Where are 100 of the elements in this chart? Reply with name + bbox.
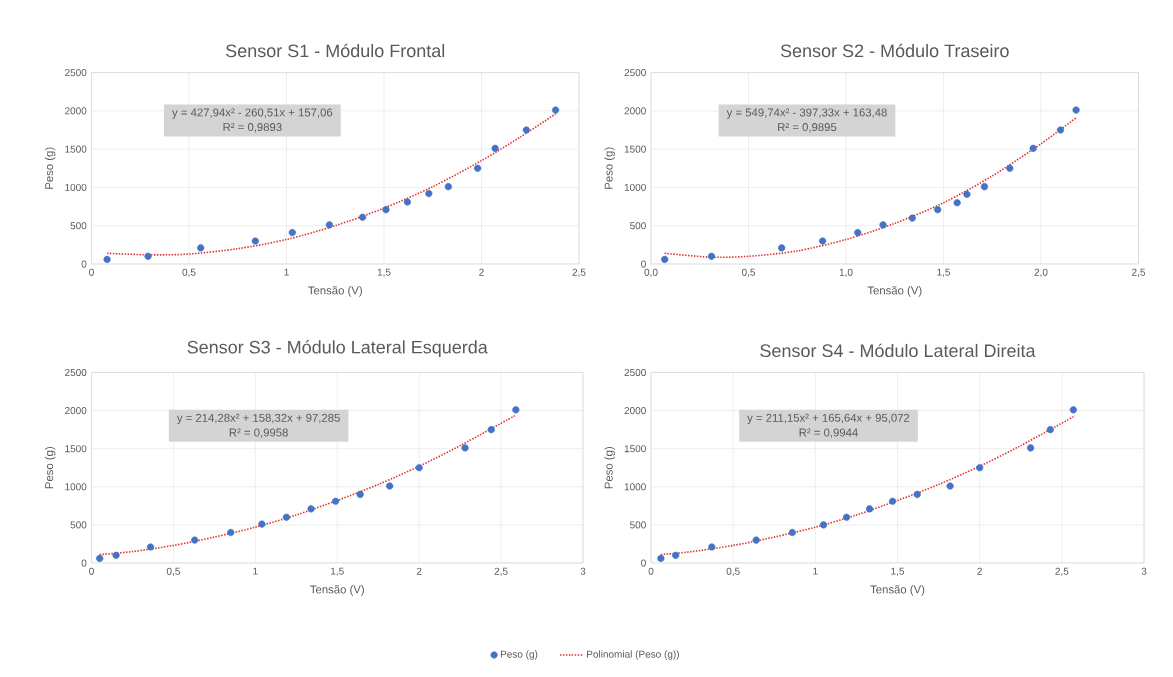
legend-label: Polinomial (Peso (g))	[587, 650, 679, 660]
x-tick-label: 0	[648, 567, 654, 575]
annotation: R² = 0,9958	[229, 428, 288, 438]
chart-title: Sensor S3 - Módulo Lateral Esquerda	[187, 340, 488, 358]
y-tick-label: 2500	[65, 69, 87, 77]
chart-title: Sensor S4 - Módulo Lateral Direita	[760, 343, 1036, 358]
y-tick-label: 2500	[624, 368, 646, 377]
point	[913, 490, 921, 499]
point	[415, 464, 423, 472]
y-axis-title: Peso (g)	[604, 447, 615, 489]
x-tick-label: 0,5	[741, 268, 756, 277]
annotation: R² = 0,9895	[778, 123, 837, 133]
x-axis-title: Tensão (V)	[870, 585, 925, 596]
point	[474, 164, 482, 172]
chart-title: Sensor S2 - Módulo Traseiro	[780, 43, 1009, 58]
point	[865, 505, 874, 513]
y-tick-label: 0	[641, 260, 646, 268]
point	[752, 536, 760, 544]
point	[778, 244, 786, 252]
point	[1029, 144, 1037, 152]
annotation: R² = 0,9944	[799, 428, 858, 438]
x-tick-label: 0,5	[182, 268, 196, 277]
point	[888, 497, 897, 505]
x-tick-label: 3	[1141, 567, 1147, 575]
y-tick-label: 500	[630, 521, 646, 529]
x-tick-label: 2,5	[1132, 268, 1146, 277]
x-tick-label: 0	[89, 268, 94, 276]
point	[332, 497, 340, 505]
point	[251, 237, 259, 245]
point	[522, 126, 530, 134]
point	[854, 228, 862, 237]
point	[444, 183, 452, 191]
point	[258, 520, 266, 528]
point	[980, 183, 989, 191]
y-tick-label: 1500	[65, 445, 87, 453]
point	[953, 199, 961, 207]
x-axis-title: Tensão (V)	[308, 286, 362, 297]
x-tick-label: 0,5	[726, 567, 740, 576]
point	[1006, 164, 1014, 172]
y-tick-label: 2000	[65, 407, 87, 415]
point	[461, 444, 469, 452]
y-axis-title: Peso (g)	[44, 447, 56, 489]
x-tick-label: 2	[977, 567, 982, 575]
y-axis-title: Peso (g)	[44, 147, 56, 189]
y-tick-label: 1500	[624, 445, 646, 453]
y-tick-label: 500	[70, 521, 87, 529]
y-tick-label: 1000	[65, 483, 87, 491]
x-tick-label: 2,0	[1034, 268, 1048, 277]
point	[425, 189, 433, 198]
point	[512, 406, 520, 414]
point	[144, 252, 152, 260]
legend-label: Peso (g)	[500, 650, 538, 660]
y-tick-label: 1500	[65, 145, 87, 153]
y-tick-label: 2500	[65, 368, 87, 377]
x-tick-label: 3	[580, 567, 586, 575]
point	[96, 554, 104, 563]
x-tick-label: 2	[479, 268, 484, 276]
point	[879, 221, 887, 229]
x-tick-label: 2,5	[494, 567, 508, 576]
x-tick-label: 1	[253, 567, 258, 575]
point	[934, 206, 942, 214]
x-tick-label: 1,5	[377, 268, 391, 277]
y-axis-title: Peso (g)	[604, 147, 615, 189]
point	[1056, 126, 1065, 134]
point	[382, 206, 390, 214]
y-tick-label: 2500	[624, 69, 646, 77]
y-tick-label: 0	[641, 559, 646, 567]
point	[788, 528, 796, 537]
point	[288, 228, 296, 237]
y-tick-label: 2000	[624, 107, 646, 115]
x-tick-label: 1	[284, 268, 289, 276]
y-tick-label: 2000	[65, 107, 87, 115]
point	[282, 513, 291, 521]
y-tick-label: 0	[81, 260, 87, 268]
point	[403, 198, 411, 206]
point	[819, 237, 827, 245]
y-tick-label: 2000	[624, 407, 646, 415]
x-tick-label: 0,0	[644, 268, 658, 277]
chart-title: Sensor S1 - Módulo Frontal	[226, 43, 445, 58]
point	[197, 244, 205, 252]
point	[963, 190, 971, 198]
annotation: R² = 0,9893	[223, 123, 282, 133]
annotation: y = 211,15x² + 165,64x + 95,072	[747, 413, 910, 425]
point	[112, 551, 120, 559]
point	[672, 551, 680, 559]
annotation: y = 549,74x² - 397,33x + 163,48	[726, 108, 887, 119]
point	[976, 464, 984, 472]
x-tick-label: 0	[89, 567, 94, 575]
point	[1027, 444, 1035, 452]
x-tick-label: 2,5	[572, 268, 586, 277]
point	[325, 221, 333, 229]
point	[146, 543, 155, 551]
x-tick-label: 2	[416, 567, 422, 575]
x-tick-label: 1,5	[331, 567, 344, 576]
point	[307, 505, 315, 513]
y-tick-label: 1000	[624, 483, 646, 491]
x-axis-title: Tensão (V)	[310, 585, 364, 596]
point	[1072, 106, 1080, 114]
point	[551, 106, 560, 114]
point	[819, 521, 828, 529]
